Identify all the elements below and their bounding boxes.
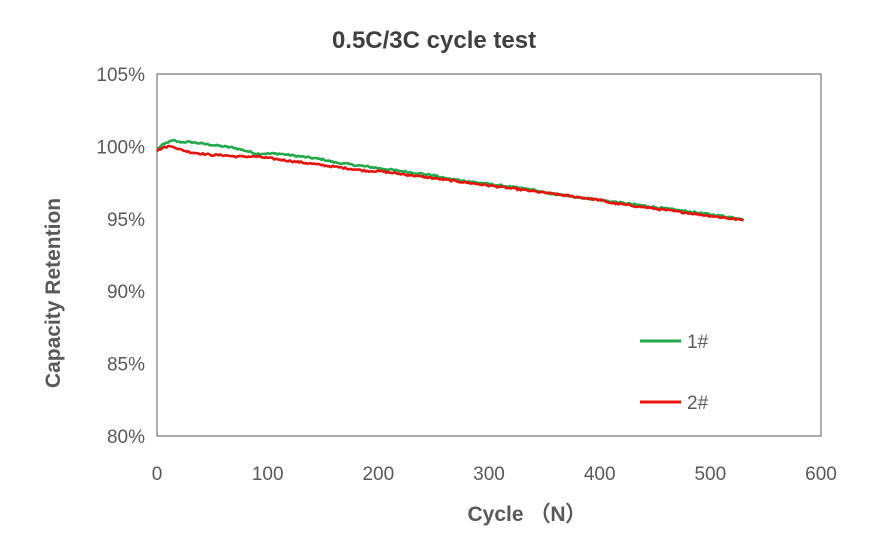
x-tick-label: 600 <box>805 464 837 485</box>
y-tick-label: 105% <box>96 65 145 86</box>
x-tick-label: 500 <box>694 464 726 485</box>
x-tick-label: 300 <box>473 464 505 485</box>
plot-area <box>156 73 822 437</box>
x-axis-title: Cycle （N） <box>467 502 586 526</box>
x-tick-label: 200 <box>362 464 394 485</box>
y-tick-label: 85% <box>107 355 145 376</box>
x-tick-label: 400 <box>584 464 616 485</box>
legend-label-2: 2# <box>687 393 709 414</box>
legend-label-1: 1# <box>687 332 709 353</box>
y-tick-label: 80% <box>107 427 145 448</box>
legend: 1# 2# <box>640 332 709 414</box>
x-tick-label: 0 <box>152 464 163 485</box>
x-tick-labels: 0 100 200 300 400 500 600 <box>152 464 837 485</box>
y-tick-label: 100% <box>96 137 145 158</box>
y-tick-labels: 80% 85% 90% 95% 100% 105% <box>96 65 145 448</box>
series-line-2 <box>156 144 744 222</box>
series-lines <box>156 138 744 222</box>
y-tick-label: 95% <box>107 210 145 231</box>
chart-title: 0.5C/3C cycle test <box>332 27 536 54</box>
y-tick-label: 90% <box>107 282 145 303</box>
y-axis-title: Capacity Retention <box>42 198 65 388</box>
x-tick-label: 100 <box>252 464 284 485</box>
